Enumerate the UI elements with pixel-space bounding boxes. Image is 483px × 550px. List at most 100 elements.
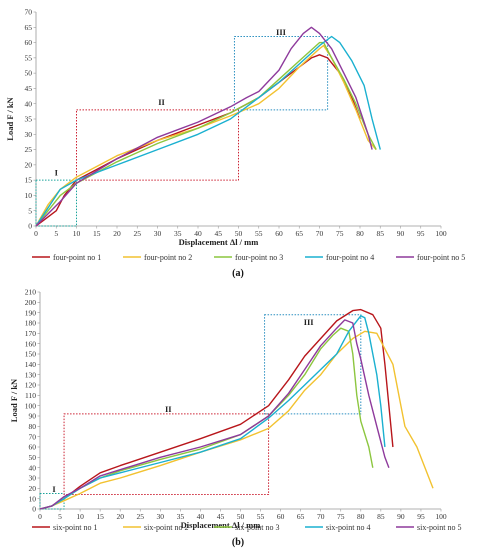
zone-box-III — [264, 314, 362, 415]
legend-entry-1: four-point no 1 — [53, 253, 101, 262]
zone-box-I — [39, 493, 65, 510]
y-tick-label: 15 — [25, 176, 33, 185]
y-tick-label: 190 — [25, 308, 37, 317]
legend-entry-5: six-point no 5 — [417, 523, 461, 532]
y-tick-label: 10 — [25, 191, 33, 200]
zone-label-III: III — [304, 317, 315, 327]
series-line-4 — [39, 315, 386, 510]
y-tick-label: 20 — [29, 484, 37, 493]
x-tick-label: 85 — [377, 229, 385, 238]
x-axis-title: Displacement Δl / mm — [181, 520, 261, 530]
x-tick-label: 65 — [297, 512, 305, 521]
chart-six-point: 0 5 10 15 20 25 30 35 40 45 50 55 60 65 70 75 80 85 90 95 10… — [9, 288, 461, 548]
y-tick-label: 90 — [29, 412, 37, 421]
x-tick-label: 5 — [54, 229, 58, 238]
panel-label: (a) — [232, 268, 244, 279]
x-tick-label: 100 — [435, 229, 447, 238]
y-tick-label: 110 — [25, 391, 36, 400]
y-tick-label: 25 — [25, 145, 33, 154]
x-tick-label: 20 — [113, 229, 121, 238]
x-tick-label: 85 — [377, 512, 385, 521]
legend-entry-4: six-point no 4 — [326, 523, 370, 532]
y-tick-label: 40 — [25, 99, 33, 108]
y-tick-label: 30 — [25, 130, 33, 139]
x-tick-label: 80 — [356, 229, 364, 238]
y-tick-label: 130 — [25, 370, 37, 379]
x-tick-label: 75 — [336, 229, 344, 238]
y-axis-title: Load F / kN — [9, 378, 19, 422]
y-axis-title: Load F / kN — [5, 96, 15, 140]
x-tick-label: 50 — [235, 229, 243, 238]
y-tick-label: 60 — [29, 443, 37, 452]
x-tick-label: 95 — [417, 512, 425, 521]
y-tick-label: 170 — [25, 329, 37, 338]
y-tick-label: 180 — [25, 319, 37, 328]
x-tick-label: 40 — [194, 229, 202, 238]
x-tick-label: 70 — [317, 512, 325, 521]
y-tick-label: 40 — [29, 463, 37, 472]
zone-label-I: I — [52, 484, 56, 494]
legend-entry-5: four-point no 5 — [417, 253, 465, 262]
x-tick-label: 35 — [174, 229, 182, 238]
y-tick-label: 50 — [29, 453, 37, 462]
x-tick-label: 30 — [154, 229, 162, 238]
y-tick-label: 140 — [25, 360, 37, 369]
legend-entry-3: four-point no 3 — [235, 253, 283, 262]
zone-label-II: II — [158, 97, 165, 107]
y-tick-label: 30 — [29, 474, 37, 483]
x-tick-label: 50 — [237, 512, 245, 521]
y-tick-label: 50 — [25, 69, 33, 78]
x-tick-label: 5 — [58, 512, 62, 521]
series-line-2 — [35, 44, 377, 227]
x-tick-label: 70 — [316, 229, 324, 238]
y-tick-label: 0 — [32, 505, 36, 514]
y-tick-label: 45 — [25, 84, 33, 93]
zone-box-I — [35, 179, 77, 227]
y-tick-label: 200 — [25, 298, 37, 307]
y-tick-label: 70 — [25, 8, 33, 17]
x-tick-label: 15 — [93, 229, 101, 238]
x-tick-label: 65 — [296, 229, 304, 238]
y-tick-label: 20 — [25, 160, 33, 169]
legend-entry-1: six-point no 1 — [53, 523, 97, 532]
x-tick-label: 90 — [397, 512, 405, 521]
y-tick-label: 55 — [25, 53, 33, 62]
y-tick-label: 120 — [25, 381, 37, 390]
series-line-1 — [39, 308, 394, 510]
chart-four-point: 0 5 10 15 20 25 30 35 40 45 50 55 60 65 70 75 80 85 90 95 10… — [5, 8, 465, 279]
x-tick-label: 80 — [357, 512, 365, 521]
y-tick-label: 10 — [29, 494, 37, 503]
y-tick-label: 65 — [25, 23, 33, 32]
x-tick-label: 10 — [73, 229, 81, 238]
y-tick-label: 35 — [25, 115, 33, 124]
x-tick-label: 55 — [255, 229, 263, 238]
series-line-4 — [35, 35, 381, 227]
x-tick-label: 45 — [217, 512, 225, 521]
legend-entry-2: four-point no 2 — [144, 253, 192, 262]
y-tick-label: 60 — [25, 38, 33, 47]
zone-label-I: I — [55, 168, 59, 178]
y-tick-label: 210 — [25, 288, 37, 297]
x-tick-label: 15 — [96, 512, 104, 521]
x-tick-label: 55 — [257, 512, 265, 521]
series-line-5 — [35, 26, 373, 227]
x-tick-label: 10 — [76, 512, 84, 521]
y-tick-label: 0 — [28, 222, 32, 231]
y-tick-label: 70 — [29, 432, 37, 441]
x-tick-label: 30 — [157, 512, 165, 521]
legend-entry-2: six-point no 2 — [144, 523, 188, 532]
x-tick-label: 75 — [337, 512, 345, 521]
x-tick-label: 25 — [137, 512, 145, 521]
series-line-1 — [35, 54, 361, 227]
x-axis-title: Displacement Δl / mm — [179, 237, 259, 247]
panel-label: (b) — [232, 537, 244, 548]
y-tick-label: 100 — [25, 401, 37, 410]
zone-label-III: III — [276, 27, 287, 37]
x-tick-label: 90 — [397, 229, 405, 238]
x-tick-label: 35 — [177, 512, 185, 521]
zone-box-II — [63, 413, 270, 496]
y-tick-label: 5 — [28, 206, 32, 215]
zone-label-II: II — [165, 404, 172, 414]
legend-entry-3: six-point no 3 — [235, 523, 279, 532]
x-tick-label: 25 — [134, 229, 142, 238]
